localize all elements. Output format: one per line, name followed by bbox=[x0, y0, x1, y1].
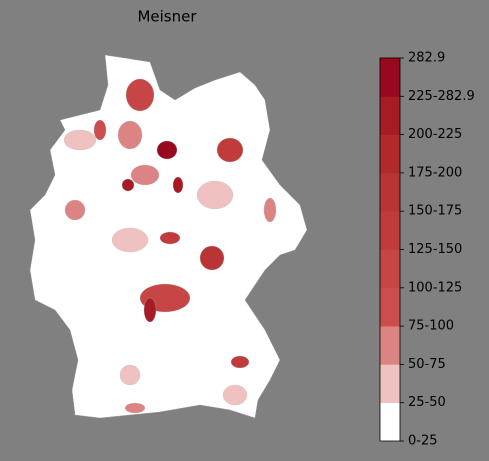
germany-map bbox=[29, 54, 308, 419]
colorbar-segment bbox=[380, 402, 400, 442]
colorbar-segment bbox=[380, 58, 400, 97]
region-patch bbox=[263, 197, 277, 223]
colorbar-segment bbox=[380, 96, 400, 135]
region-patch bbox=[93, 119, 107, 141]
region-patch bbox=[64, 199, 86, 221]
region-patch bbox=[172, 176, 184, 194]
colorbar-label: 125-150 bbox=[408, 242, 462, 257]
colorbar-label: 282.9 bbox=[408, 51, 445, 66]
colorbar-segment bbox=[380, 172, 400, 212]
region-patch bbox=[196, 180, 234, 210]
region-patch bbox=[117, 120, 143, 150]
region-patch bbox=[121, 178, 135, 192]
region-patch bbox=[156, 140, 178, 160]
colorbar-label: 200-225 bbox=[408, 127, 462, 142]
colorbar-label: 225-282.9 bbox=[408, 89, 475, 104]
colorbar-segment bbox=[380, 287, 400, 327]
region-patch bbox=[124, 402, 146, 414]
colorbar-label: 75-100 bbox=[408, 319, 454, 334]
region-patch bbox=[230, 355, 250, 369]
colorbar-segment bbox=[380, 249, 400, 289]
region-patch bbox=[222, 384, 248, 406]
colorbar-segment bbox=[380, 211, 400, 250]
colorbar-segment bbox=[380, 326, 400, 365]
region-patch bbox=[143, 297, 157, 323]
region-patch bbox=[63, 129, 97, 151]
colorbar-segment bbox=[380, 364, 400, 403]
colorbar-label: 100-125 bbox=[408, 280, 462, 295]
region-patch bbox=[216, 137, 244, 163]
region-patch bbox=[199, 245, 225, 271]
colorbar-label: 0-25 bbox=[408, 434, 438, 449]
region-patch bbox=[130, 164, 160, 186]
colorbar-label: 50-75 bbox=[408, 357, 446, 372]
colorbar-label: 150-175 bbox=[408, 204, 462, 219]
colorbar-segment bbox=[380, 134, 400, 174]
region-patch bbox=[111, 227, 149, 253]
colorbar: 0-25 25-50 50-75 75-100 100-125 125-150 150-17… bbox=[379, 51, 475, 449]
region-patch bbox=[119, 364, 141, 386]
colorbar-label: 175-200 bbox=[408, 165, 462, 180]
region-patch bbox=[125, 78, 155, 112]
region-patch bbox=[159, 231, 181, 245]
colorbar-label: 25-50 bbox=[408, 395, 446, 410]
map-title: Meisner bbox=[137, 8, 197, 26]
